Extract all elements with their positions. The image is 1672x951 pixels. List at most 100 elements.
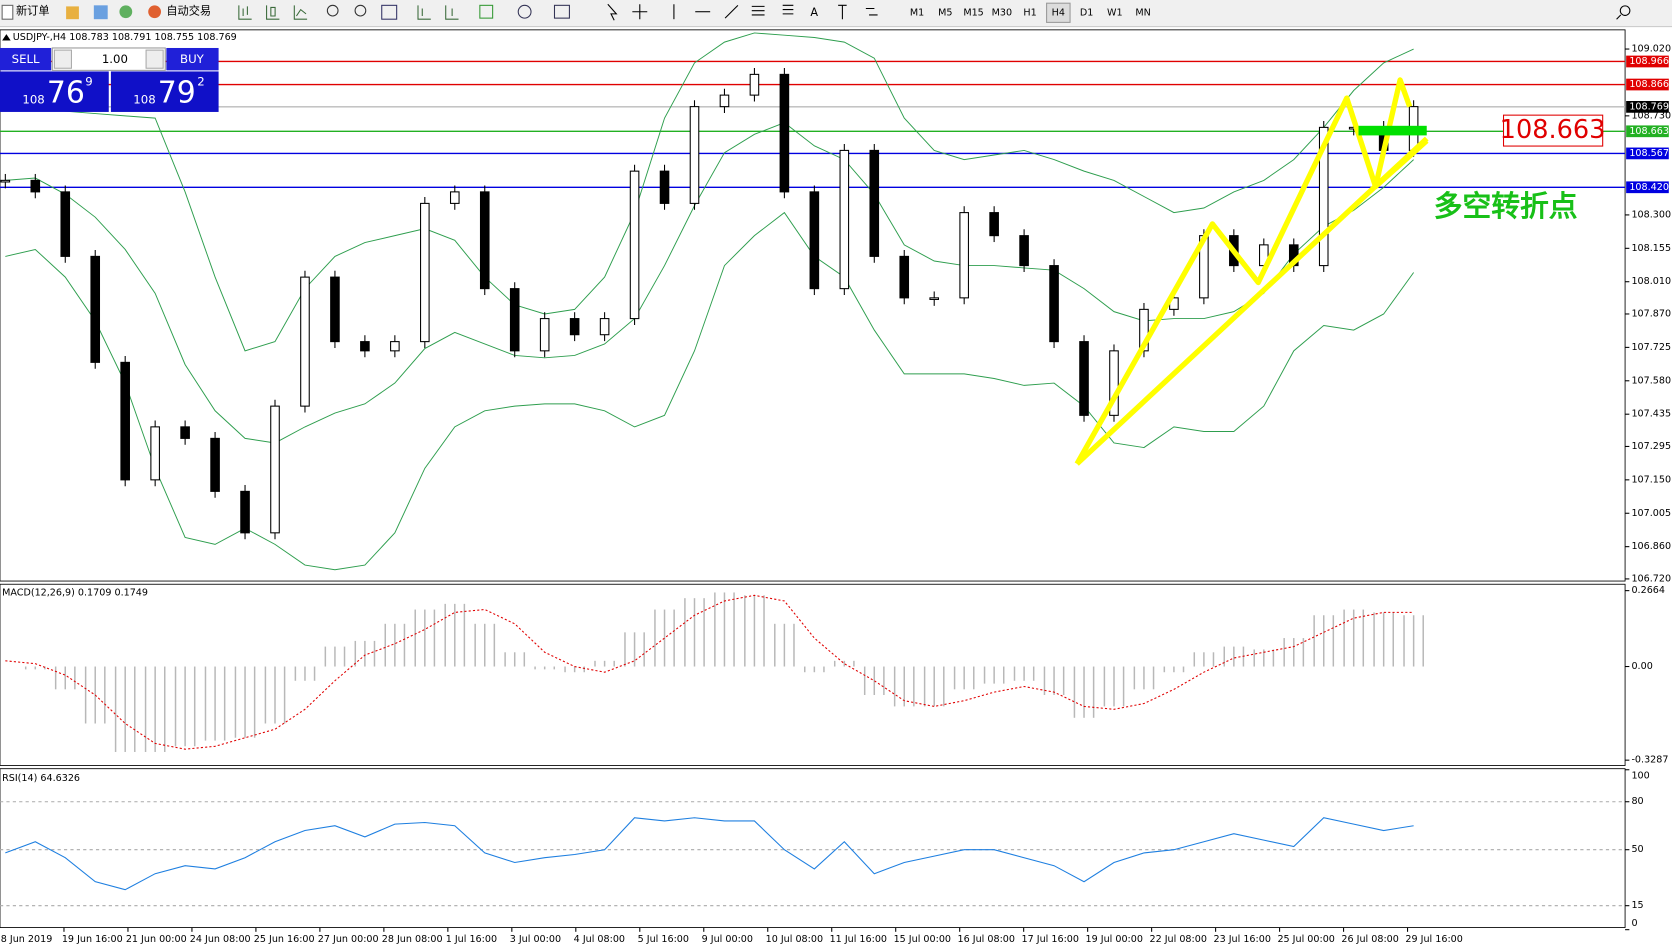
- text-tool[interactable]: A: [810, 6, 818, 19]
- macd-tick-label: 0.2664: [1631, 585, 1665, 596]
- time-label: 26 Jul 08:00: [1341, 934, 1398, 945]
- time-label: 25 Jul 00:00: [1277, 934, 1334, 945]
- lot-input[interactable]: [51, 47, 166, 71]
- rsi-tick-label: 100: [1631, 771, 1649, 782]
- buy-price-box[interactable]: [110, 71, 219, 112]
- candle: [1109, 350, 1119, 416]
- lot-up[interactable]: [145, 49, 164, 69]
- timeframe[interactable]: MN: [1135, 7, 1150, 18]
- timeframe[interactable]: W1: [1107, 7, 1123, 18]
- price-tag-label: 108.420: [1629, 182, 1669, 193]
- toolbar-icons[interactable]: [238, 3, 1631, 21]
- bollinger-band: [5, 32, 1414, 352]
- candle: [719, 94, 730, 108]
- candle: [390, 341, 400, 352]
- price-tag-label: 108.769: [1629, 101, 1669, 112]
- candle: [1019, 235, 1029, 267]
- time-label: 22 Jul 08:00: [1150, 934, 1207, 945]
- timeframe[interactable]: M30: [992, 7, 1012, 18]
- candle: [809, 191, 820, 290]
- candle: [449, 191, 460, 204]
- macd-tick-label: -0.3287: [1631, 755, 1668, 766]
- time-label: 17 Jul 16:00: [1022, 934, 1079, 945]
- buy-label[interactable]: BUY: [180, 52, 205, 66]
- candle: [300, 276, 310, 407]
- icon[interactable]: [93, 5, 108, 20]
- time-label: 15 Jul 00:00: [894, 934, 951, 945]
- time-label: 23 Jul 16:00: [1213, 934, 1270, 945]
- sell-price-box[interactable]: [0, 71, 109, 112]
- icon[interactable]: [119, 5, 133, 19]
- annotation-box: [1502, 114, 1604, 147]
- candle: [180, 426, 190, 439]
- timeframe[interactable]: M5: [938, 7, 952, 18]
- price-tag-label: 108.663: [1629, 126, 1669, 137]
- candle: [210, 437, 220, 492]
- sell-pips: 76: [47, 75, 85, 110]
- price-tick-label: 107.580: [1631, 375, 1671, 386]
- candle: [959, 212, 969, 299]
- candle: [360, 341, 370, 352]
- candle: [330, 276, 340, 343]
- price-tick-label: 107.870: [1631, 308, 1671, 319]
- rsi-pane: [0, 768, 1626, 928]
- candle: [1139, 308, 1149, 352]
- price-tag-label: 108.866: [1629, 79, 1669, 90]
- new-order[interactable]: 新订单: [16, 4, 50, 18]
- rsi-tick-label: 80: [1631, 796, 1643, 807]
- candle: [270, 405, 280, 534]
- price-tag-label: 108.567: [1629, 148, 1669, 159]
- price-tick-label: 108.155: [1631, 243, 1671, 254]
- candle: [929, 297, 940, 300]
- price-tag: [1626, 181, 1669, 194]
- candle: [569, 318, 580, 336]
- price-tag: [1626, 78, 1669, 91]
- candle: [0, 179, 11, 183]
- price-tag: [1626, 147, 1669, 160]
- icon[interactable]: [66, 6, 79, 20]
- timeframe[interactable]: D1: [1080, 7, 1093, 18]
- candle: [689, 106, 700, 204]
- price-tick-label: 107.435: [1631, 409, 1671, 420]
- rsi-label: RSI(14) 64.6326: [2, 773, 80, 784]
- trade-panel: SELL 1.00 BUY 108 76 9 108 79 2: [0, 47, 219, 112]
- lot[interactable]: 1.00: [102, 52, 128, 66]
- rsi-tick-label: 0: [1631, 918, 1637, 929]
- buy-button[interactable]: [166, 47, 219, 71]
- rsi-line: [5, 817, 1414, 891]
- timeframe[interactable]: M1: [910, 7, 924, 18]
- sell-button[interactable]: [0, 47, 52, 71]
- candle: [899, 255, 910, 299]
- time-label: 24 Jun 08:00: [190, 934, 251, 945]
- price-tick-label: 107.295: [1631, 441, 1671, 452]
- timeframe[interactable]: H1: [1023, 7, 1036, 18]
- candle: [659, 170, 670, 204]
- candle: [90, 255, 101, 363]
- candle: [779, 73, 790, 193]
- time-label: 28 Jun 08:00: [382, 934, 443, 945]
- time-label: 16 Jul 08:00: [958, 934, 1015, 945]
- time-label: 4 Jul 08:00: [574, 934, 625, 945]
- time-label: 25 Jun 16:00: [254, 934, 315, 945]
- sell-frac: 9: [85, 75, 92, 89]
- timeframe[interactable]: M15: [963, 7, 983, 18]
- auto-trading[interactable]: 自动交易: [166, 4, 211, 18]
- axes: 109.020 108.730 108.300 108.155 108.010 107.8…: [0, 44, 1671, 945]
- candle: [839, 149, 850, 290]
- sell-big: 108: [22, 93, 44, 107]
- timeframe[interactable]: H4: [1052, 7, 1065, 18]
- toolbar: [0, 0, 1672, 27]
- auto-trading-icon[interactable]: [148, 5, 162, 19]
- turning-zone: [1358, 125, 1427, 136]
- bollinger-band: [5, 122, 1414, 444]
- annotation-price: 108.663: [1500, 115, 1606, 145]
- candle: [509, 288, 520, 352]
- sell-label[interactable]: SELL: [12, 52, 40, 66]
- time-label: 19 Jul 00:00: [1086, 934, 1143, 945]
- time-label: 3 Jul 00:00: [510, 934, 561, 945]
- new-order-icon[interactable]: [1, 4, 14, 20]
- lot-down[interactable]: [53, 49, 72, 69]
- price-tick-label: 108.010: [1631, 276, 1671, 287]
